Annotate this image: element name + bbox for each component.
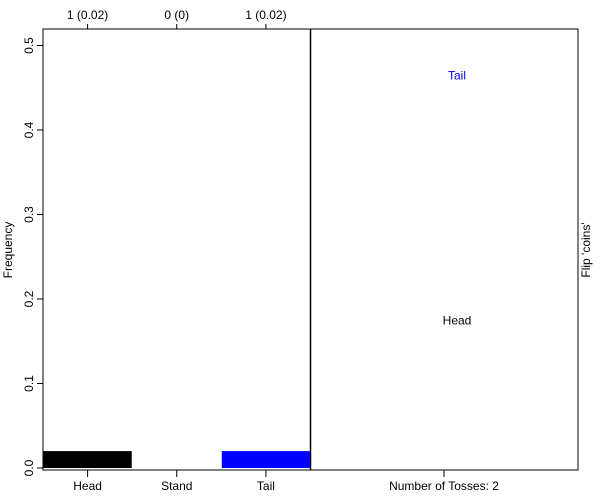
y-tick-label: 0.1 xyxy=(22,375,36,392)
bar-head xyxy=(43,451,132,468)
outcome-tail: Tail xyxy=(448,68,466,82)
y-tick-label: 0.5 xyxy=(22,37,36,54)
left-plot-frame xyxy=(42,28,311,471)
x-tick-label: Head xyxy=(73,479,102,493)
y-tick-label: 0.4 xyxy=(22,121,36,138)
right-plot-frame xyxy=(310,28,579,471)
top-axis: 1 (0.02) 0 (0) 1 (0.02) xyxy=(67,8,287,29)
bars-group xyxy=(43,451,311,468)
outcome-head: Head xyxy=(443,313,472,327)
flip-coins-label: Flip 'coins' xyxy=(579,222,593,277)
top-count-label: 0 (0) xyxy=(164,8,189,22)
bar-tail xyxy=(221,451,311,468)
right-panel: Tail Head xyxy=(443,68,472,327)
top-count-label: 1 (0.02) xyxy=(67,8,108,22)
y-axis-label: Frequency xyxy=(1,222,15,279)
x-axis: Head Stand Tail xyxy=(73,470,275,493)
tosses-label: Number of Tosses: 2 xyxy=(389,479,499,493)
x-tick-label: Tail xyxy=(257,479,275,493)
y-axis: 0.0 0.1 0.2 0.3 0.4 0.5 xyxy=(22,37,44,476)
top-count-label: 1 (0.02) xyxy=(245,8,286,22)
y-tick-label: 0.2 xyxy=(22,290,36,307)
x-tick-label: Stand xyxy=(161,479,192,493)
y-tick-label: 0.0 xyxy=(22,459,36,476)
y-tick-label: 0.3 xyxy=(22,206,36,223)
